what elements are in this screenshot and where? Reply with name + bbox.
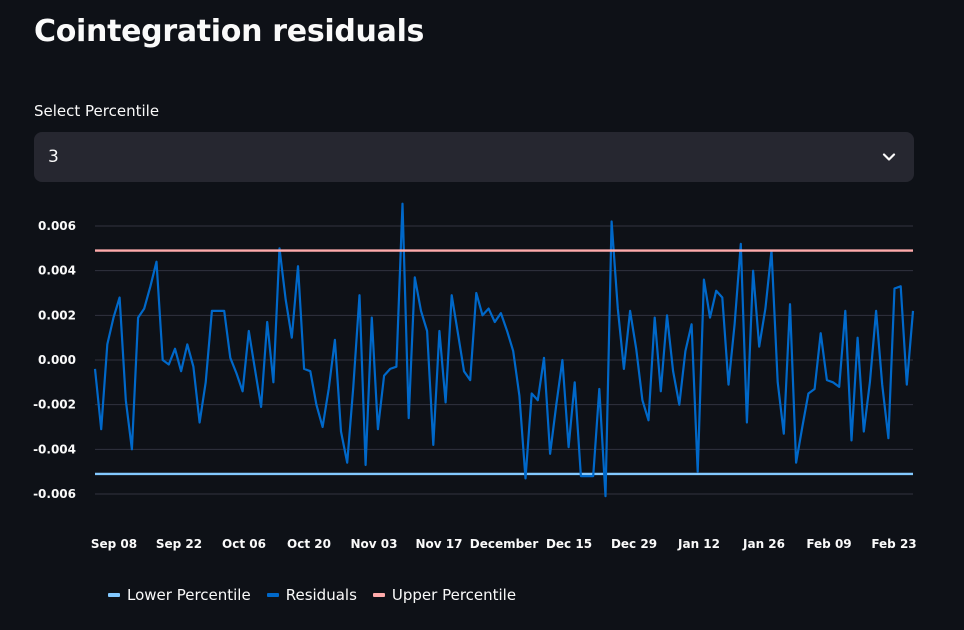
x-tick-label: Dec 29	[611, 537, 657, 551]
y-tick-label: 0.002	[38, 308, 76, 322]
x-tick-label: Jan 12	[677, 537, 720, 551]
legend-item[interactable]: Upper Percentile	[372, 586, 517, 604]
legend-label: Lower Percentile	[127, 586, 251, 604]
page-title: Cointegration residuals	[34, 14, 425, 49]
select-percentile-label: Select Percentile	[34, 102, 160, 120]
legend-label: Upper Percentile	[391, 586, 517, 604]
y-tick-label: 0.006	[38, 219, 76, 233]
x-tick-label: Jan 26	[742, 537, 785, 551]
x-tick-label: December	[470, 537, 539, 551]
legend-item[interactable]: Lower Percentile	[108, 586, 251, 604]
x-tick-label: Oct 20	[287, 537, 331, 551]
percentile-select-value: 3	[48, 147, 59, 167]
legend-swatch	[372, 593, 385, 597]
x-tick-label: Sep 08	[91, 537, 137, 551]
x-tick-label: Feb 23	[871, 537, 916, 551]
y-tick-label: 0.000	[38, 353, 76, 367]
chart-legend: Lower Percentile Residuals Upper Percentil…	[108, 586, 516, 604]
x-tick-label: Nov 17	[416, 537, 463, 551]
x-tick-label: Dec 15	[546, 537, 592, 551]
x-tick-label: Feb 09	[806, 537, 851, 551]
x-tick-label: Oct 06	[222, 537, 266, 551]
y-tick-label: 0.004	[38, 264, 76, 278]
y-tick-label: -0.006	[33, 487, 76, 501]
legend-label: Residuals	[285, 586, 357, 604]
legend-swatch	[266, 593, 279, 597]
legend-swatch	[108, 593, 120, 597]
y-tick-label: -0.004	[33, 442, 76, 456]
x-tick-label: Sep 22	[156, 537, 202, 551]
legend-item[interactable]: Residuals	[266, 586, 357, 604]
y-tick-label: -0.002	[33, 398, 76, 412]
residuals-line	[93, 202, 915, 498]
percentile-select[interactable]: 3	[34, 132, 914, 182]
x-tick-label: Nov 03	[351, 537, 398, 551]
chevron-down-icon[interactable]	[880, 148, 898, 166]
residuals-chart[interactable]: 0.006 0.004 0.002 0.000 -0.002 -0.004 -0.006 Se…	[0, 190, 964, 560]
